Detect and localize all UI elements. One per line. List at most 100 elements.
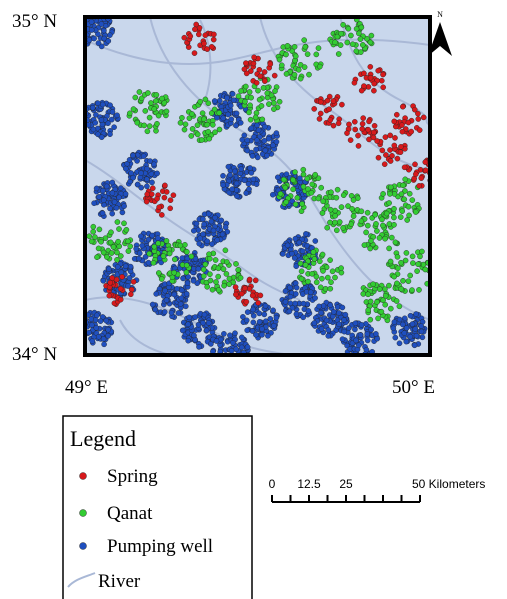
point-symbol [262, 147, 269, 154]
point-symbol [201, 116, 207, 122]
point-symbol [254, 137, 260, 143]
point-symbol [141, 122, 147, 129]
point-symbol [202, 32, 209, 39]
point-symbol [323, 317, 330, 324]
point-symbol [341, 328, 348, 335]
point-symbol [282, 288, 289, 294]
point-symbol [287, 284, 293, 291]
point-symbol [267, 61, 274, 67]
point-symbol [219, 231, 226, 238]
point-symbol [403, 338, 410, 345]
point-symbol [227, 172, 233, 178]
point-symbol [341, 317, 347, 323]
point-symbol [419, 248, 425, 255]
point-symbol [300, 300, 307, 307]
point-symbol [408, 128, 415, 135]
point-symbol [340, 21, 346, 28]
point-symbol [248, 125, 255, 131]
point-symbol [328, 279, 334, 286]
point-symbol [271, 72, 278, 79]
point-symbol [357, 332, 364, 338]
point-symbol [127, 263, 134, 270]
point-symbol [145, 236, 152, 243]
point-symbol [349, 41, 356, 48]
point-symbol [116, 226, 122, 232]
scale-label: 0 [269, 477, 276, 491]
point-symbol [248, 94, 254, 101]
point-symbol [233, 291, 239, 298]
point-symbol [383, 210, 390, 217]
point-symbol [418, 175, 425, 181]
point-symbol [278, 62, 285, 69]
point-symbol [244, 327, 250, 334]
point-symbol [330, 98, 337, 104]
point-symbol [167, 197, 174, 203]
point-symbol [202, 96, 209, 103]
point-symbol [89, 104, 96, 111]
point-symbol [200, 216, 206, 222]
point-symbol [398, 286, 405, 292]
point-symbol [266, 101, 272, 107]
point-symbol [327, 206, 334, 213]
point-symbol [304, 242, 311, 249]
point-symbol [108, 116, 115, 123]
point-symbol [359, 42, 366, 48]
point-symbol [152, 98, 159, 104]
point-symbol [400, 182, 406, 189]
point-symbol [291, 44, 298, 50]
point-symbol [364, 331, 371, 337]
point-symbol [253, 146, 259, 153]
point-symbol [300, 183, 307, 190]
point-symbol [115, 238, 121, 245]
point-symbol [191, 332, 197, 339]
point-symbol [145, 90, 151, 96]
point-symbol [205, 211, 212, 217]
point-symbol [300, 166, 307, 173]
point-symbol [312, 238, 319, 244]
point-symbol [233, 261, 239, 267]
point-symbol [374, 299, 380, 305]
point-symbol [287, 293, 294, 300]
point-symbol [243, 190, 249, 196]
point-symbol [271, 100, 277, 106]
point-symbol [368, 237, 374, 244]
point-symbol [407, 333, 414, 340]
point-symbol [313, 51, 320, 58]
point-symbol [392, 135, 398, 141]
point-symbol [258, 103, 265, 109]
point-symbol [290, 177, 296, 183]
point-symbol [327, 257, 333, 263]
point-symbol [247, 116, 254, 123]
point-symbol [114, 112, 120, 119]
point-symbol [243, 317, 250, 324]
point-symbol [252, 114, 259, 121]
point-symbol [405, 278, 412, 285]
point-symbol [318, 184, 325, 191]
point-symbol [212, 214, 218, 221]
point-symbol [114, 256, 120, 263]
point-symbol [273, 130, 280, 136]
point-symbol [181, 126, 188, 133]
point-symbol [90, 228, 96, 235]
point-symbol [332, 207, 338, 214]
point-symbol [358, 24, 365, 31]
point-symbol [355, 143, 362, 149]
point-symbol [105, 326, 111, 333]
point-symbol [163, 238, 170, 244]
point-symbol [300, 314, 307, 321]
point-symbol [215, 265, 222, 272]
point-symbol [77, 319, 82, 324]
point-symbol [107, 32, 113, 38]
point-symbol [107, 131, 113, 137]
point-symbol [409, 197, 416, 203]
lat-label: 35° N [12, 11, 57, 32]
point-symbol [388, 234, 395, 241]
point-symbol [348, 221, 355, 227]
point-symbol [298, 268, 305, 275]
point-symbol [416, 127, 423, 133]
point-symbol [392, 334, 399, 341]
point-symbol [101, 27, 107, 34]
point-symbol [91, 35, 97, 42]
point-symbol [303, 231, 309, 237]
point-symbol [387, 147, 393, 153]
